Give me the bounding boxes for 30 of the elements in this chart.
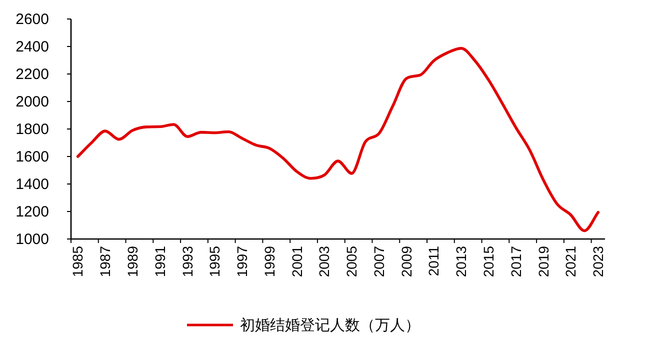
x-tick-label: 2003 xyxy=(316,246,332,278)
x-tick-label: 1993 xyxy=(179,246,196,278)
x-tick-label: 2007 xyxy=(370,246,387,278)
y-tick-label: 1400 xyxy=(16,176,49,193)
y-tick-label: 1000 xyxy=(16,231,49,248)
x-tick-label: 2009 xyxy=(398,246,414,278)
y-tick-label: 1800 xyxy=(16,121,49,138)
x-tick-label: 2019 xyxy=(535,246,552,278)
x-tick-label: 1995 xyxy=(206,246,223,278)
y-tick-label: 2600 xyxy=(16,11,49,28)
y-tick-label: 2200 xyxy=(16,66,49,83)
x-tick-label: 1985 xyxy=(70,246,86,278)
x-tick-label: 2005 xyxy=(344,246,360,278)
x-tick-label: 1997 xyxy=(234,246,250,278)
x-tick-label: 2021 xyxy=(562,246,579,278)
x-tick-label: 1989 xyxy=(124,246,141,278)
x-tick-label: 2017 xyxy=(508,246,524,278)
y-tick-label: 1600 xyxy=(16,148,49,166)
y-tick-label: 2400 xyxy=(16,38,49,56)
legend-label: 初婚结婚登记人数（万人） xyxy=(240,317,420,334)
x-tick-label: 2001 xyxy=(288,246,305,278)
x-tick-label: 1999 xyxy=(261,246,278,278)
x-tick-label: 1987 xyxy=(97,246,114,278)
y-tick-label: 2000 xyxy=(16,94,49,110)
x-tick-label: 2015 xyxy=(480,246,497,278)
x-tick-label: 2023 xyxy=(590,246,606,278)
x-tick-label: 2013 xyxy=(453,246,470,278)
x-tick-label: 2011 xyxy=(426,246,442,276)
x-tick-label: 1991 xyxy=(152,246,168,278)
y-tick-label: 1200 xyxy=(16,204,49,220)
